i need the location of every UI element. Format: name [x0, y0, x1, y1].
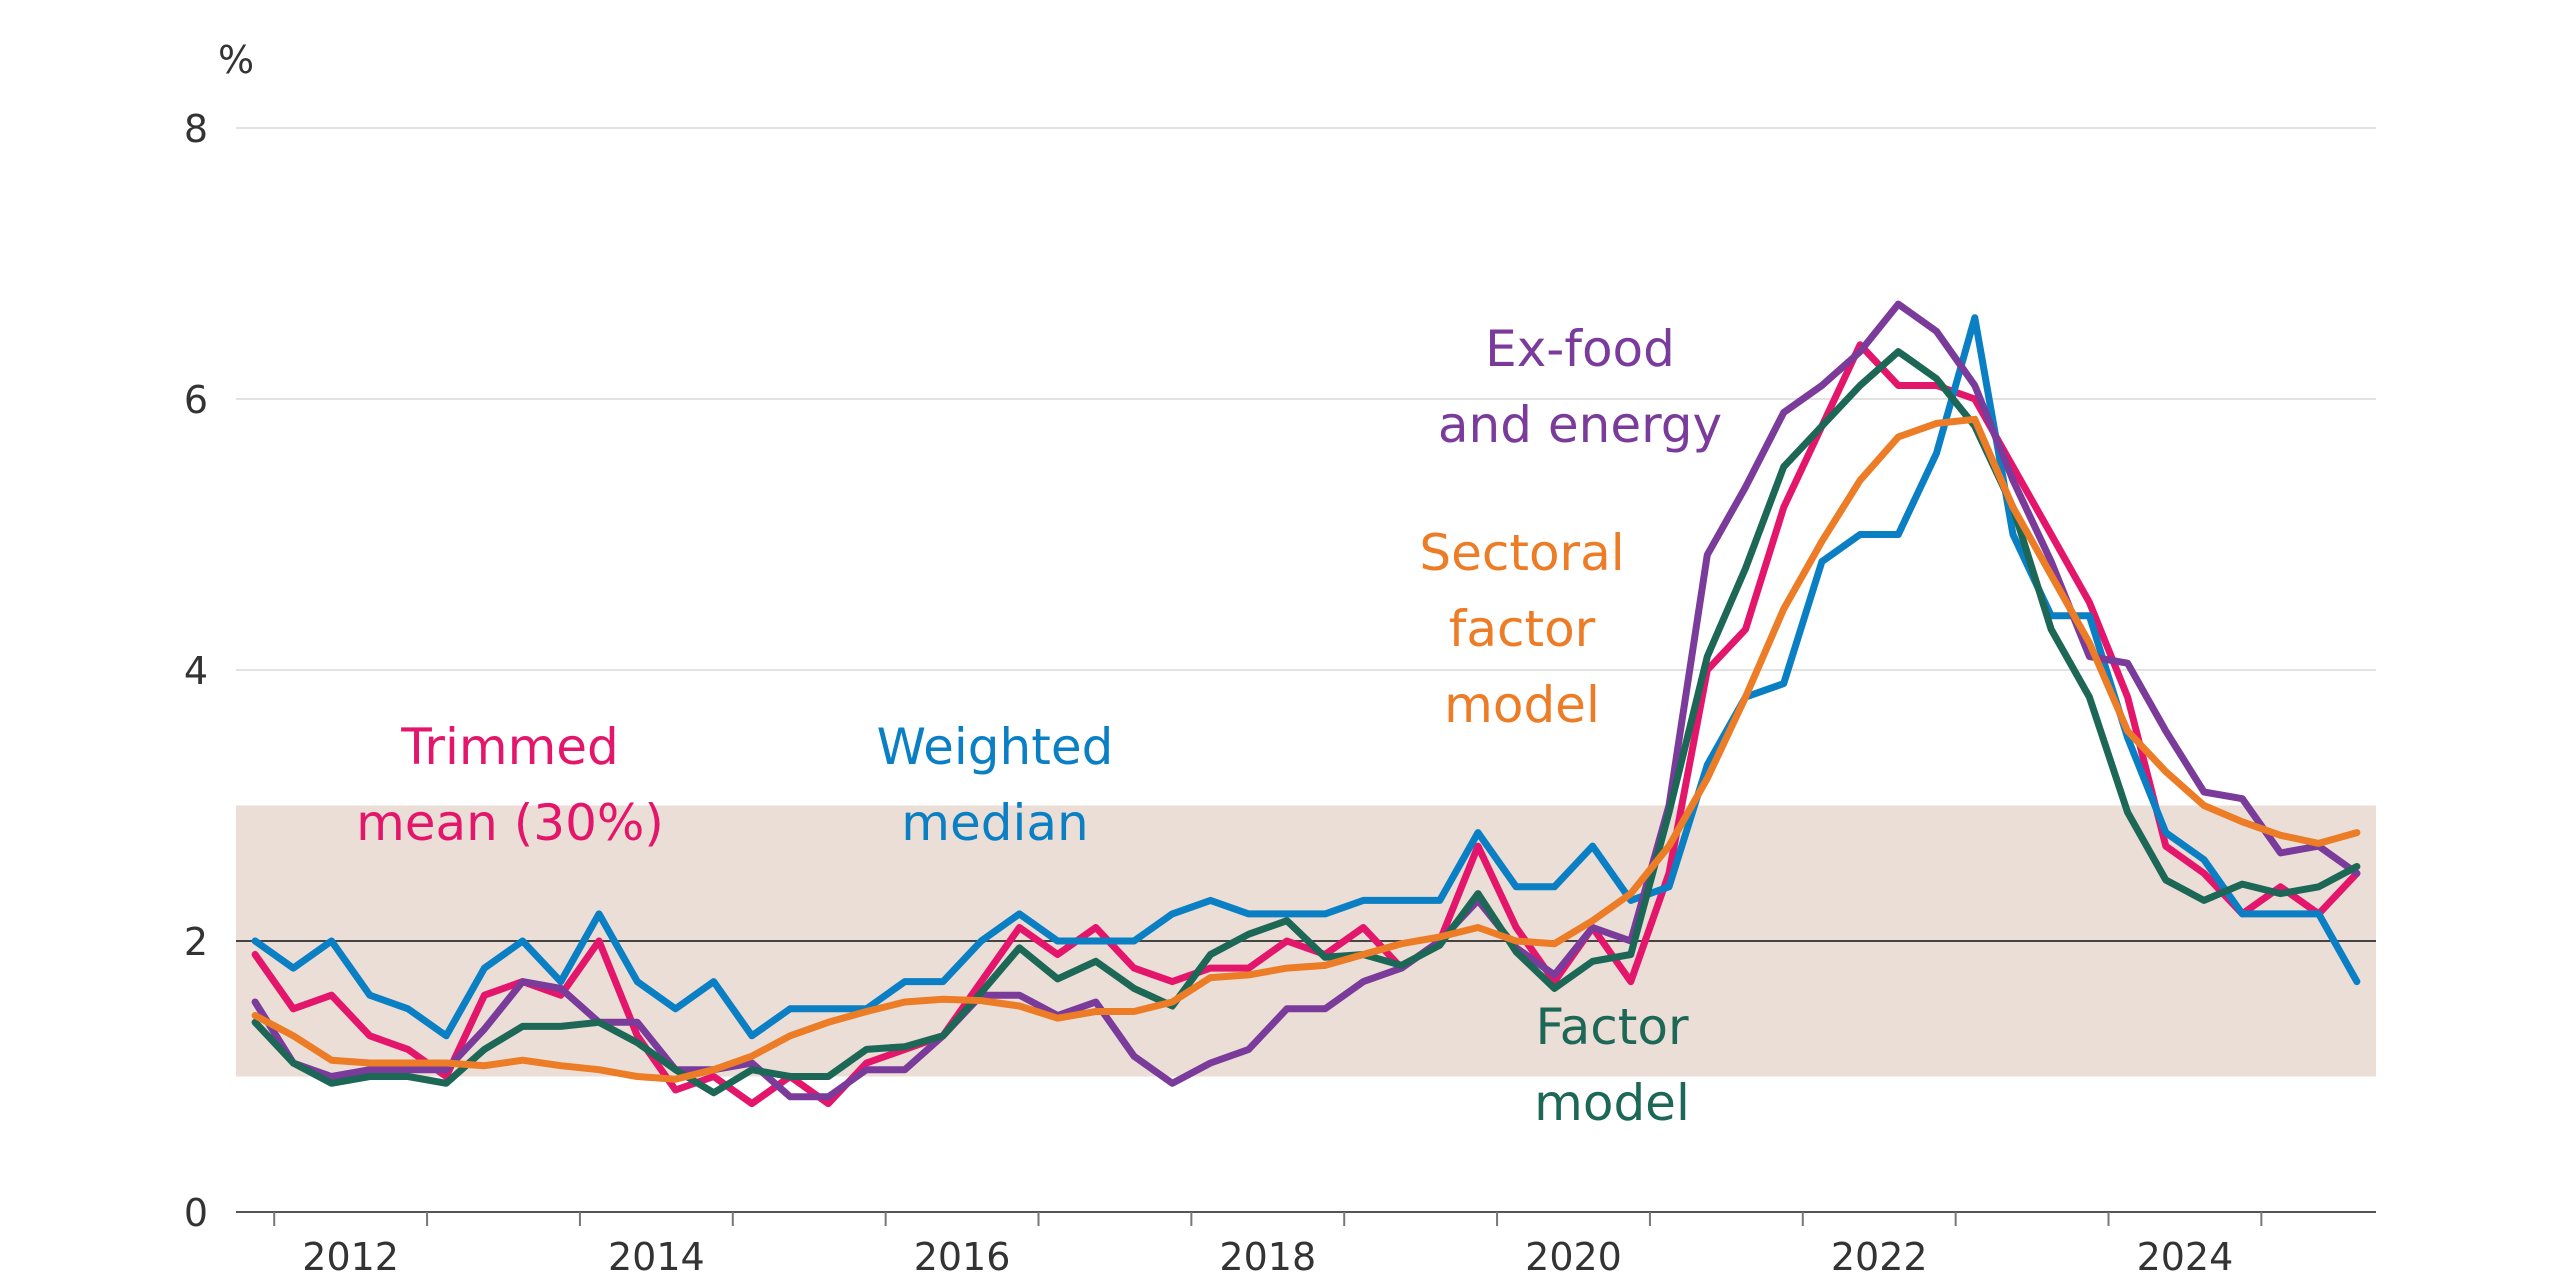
axes-layer: 0 2 4 6 8 2012 2014 2016 2018 2020 2022 2024 [184, 107, 2376, 1279]
series-line-sectoral-factor-model [251, 415, 2361, 1083]
x-tick-label: 2022 [1831, 1235, 1928, 1279]
series-label-factor-model: Factor [1535, 998, 1688, 1056]
x-tick-label: 2016 [914, 1235, 1011, 1279]
series-lines-layer [251, 300, 2361, 1108]
x-tick-label: 2014 [608, 1235, 705, 1279]
series-label-sectoral-factor-model: factor [1449, 600, 1596, 658]
series-label-factor-model: model [1534, 1074, 1690, 1132]
series-label-ex-food-and-energy: Ex-food [1485, 320, 1675, 378]
series-label-ex-food-and-energy: and energy [1438, 396, 1722, 454]
series-label-sectoral-factor-model: model [1444, 676, 1600, 734]
y-tick-label: 8 [184, 107, 208, 151]
series-label-trimmed-mean-30: Trimmed [400, 718, 619, 776]
y-tick-label: 2 [184, 920, 208, 964]
series-label-sectoral-factor-model: Sectoral [1419, 524, 1624, 582]
series-label-weighted-median: Weighted [877, 718, 1114, 776]
y-tick-label: 6 [184, 378, 208, 422]
x-tick-label: 2024 [2137, 1235, 2234, 1279]
x-tick-label: 2018 [1219, 1235, 1316, 1279]
y-tick-label: 4 [184, 649, 208, 693]
series-labels-layer: Trimmed mean (30%) Weighted median Ex-food an… [356, 320, 1722, 1132]
y-axis-unit-label: % [218, 38, 254, 82]
y-tick-label: 0 [184, 1191, 208, 1235]
series-label-weighted-median: median [901, 794, 1088, 852]
series-label-trimmed-mean-30: mean (30%) [356, 794, 664, 852]
x-tick-label: 2020 [1525, 1235, 1622, 1279]
x-tick-label: 2012 [302, 1235, 399, 1279]
